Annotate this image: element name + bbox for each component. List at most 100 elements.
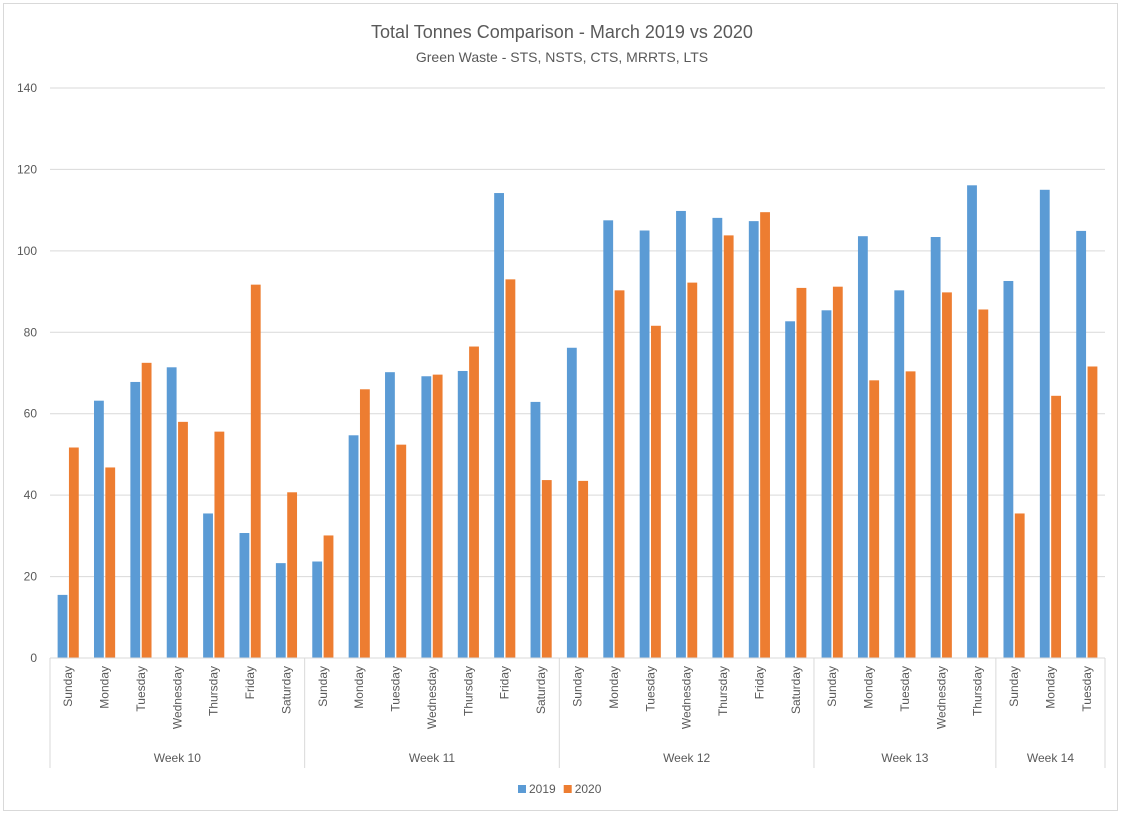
bar [785,321,796,658]
bar [359,389,370,658]
bar [578,480,589,658]
y-tick-label: 120 [17,162,37,176]
x-tick-label: Monday [1043,666,1057,709]
x-tick-label: Tuesday [643,666,657,712]
bar [760,212,770,658]
y-tick-label: 80 [24,325,38,339]
x-tick-label: Saturday [789,666,803,714]
bar [469,346,479,658]
bar [796,287,807,658]
x-tick-label: Thursday [971,666,985,716]
bar [541,480,552,658]
x-tick-label: Tuesday [1080,666,1094,712]
bar [639,230,650,658]
bar [614,290,625,658]
legend-label: 2019 [529,782,556,796]
bar [712,217,723,658]
bar [832,286,843,658]
bar [250,284,261,658]
bar [687,282,698,658]
bar [723,235,734,658]
x-tick-label: Monday [98,666,112,709]
group-label: Week 13 [881,751,928,765]
y-tick-label: 140 [17,81,37,95]
x-tick-label: Friday [752,666,766,699]
bar [1051,395,1062,658]
bar [505,279,516,658]
bar [978,309,989,658]
bar [603,220,614,659]
bar [1039,189,1050,659]
x-tick-label: Monday [607,666,621,709]
bar [287,492,298,658]
bar [1076,230,1087,658]
bar [894,290,905,658]
x-tick-label: Wednesday [934,666,948,729]
bar [530,401,541,658]
bar [323,535,334,658]
x-tick-label: Sunday [316,666,330,707]
x-tick-label: Tuesday [389,666,403,712]
bar [312,561,323,658]
bar [275,563,286,658]
x-tick-label: Friday [243,666,257,699]
bar [942,292,952,658]
bar [178,421,188,658]
x-tick-label: Saturday [534,666,548,714]
x-tick-label: Sunday [825,666,839,707]
bar [421,376,432,658]
group-label: Week 10 [154,751,201,765]
bar [141,362,152,658]
x-tick-label: Thursday [461,666,475,716]
bar [857,236,868,658]
bar [1087,366,1098,658]
bar [396,444,407,658]
x-tick-label: Friday [498,666,512,699]
bar [905,371,916,658]
y-tick-label: 20 [24,570,38,584]
group-label: Week 12 [663,751,710,765]
x-tick-label: Wednesday [680,666,694,729]
bar [432,374,443,658]
bar [68,447,79,658]
bar [748,221,759,658]
bar [651,325,661,658]
y-tick-label: 100 [17,244,37,258]
bar [1014,513,1025,658]
bar [566,347,577,658]
x-tick-label: Tuesday [898,666,912,712]
bar [105,467,116,658]
bar [385,372,395,658]
y-tick-label: 60 [24,407,38,421]
x-tick-label: Sunday [61,666,75,707]
y-tick-label: 40 [24,488,38,502]
chart-subtitle: Green Waste - STS, NSTS, CTS, MRRTS, LTS [416,49,708,65]
group-label: Week 11 [409,751,456,765]
bar [967,185,977,659]
bar [57,594,68,658]
bar [494,193,504,659]
bar [348,435,359,658]
x-tick-label: Wednesday [170,666,184,729]
bar [166,367,177,658]
group-label: Week 14 [1027,751,1074,765]
legend-label: 2020 [575,782,602,796]
bar [239,533,250,658]
x-tick-label: Monday [352,666,366,709]
bar [203,513,213,658]
bar [214,431,225,658]
bar [869,380,880,658]
chart-title: Total Tonnes Comparison - March 2019 vs … [371,22,753,42]
x-tick-label: Thursday [207,666,221,716]
x-tick-label: Monday [862,666,876,709]
x-tick-label: Saturday [279,666,293,714]
bar [1003,280,1014,658]
bar [93,400,104,658]
x-tick-label: Sunday [1007,666,1021,707]
bar [130,381,141,658]
bar [821,310,832,658]
bar [457,370,468,658]
x-tick-label: Wednesday [425,666,439,729]
